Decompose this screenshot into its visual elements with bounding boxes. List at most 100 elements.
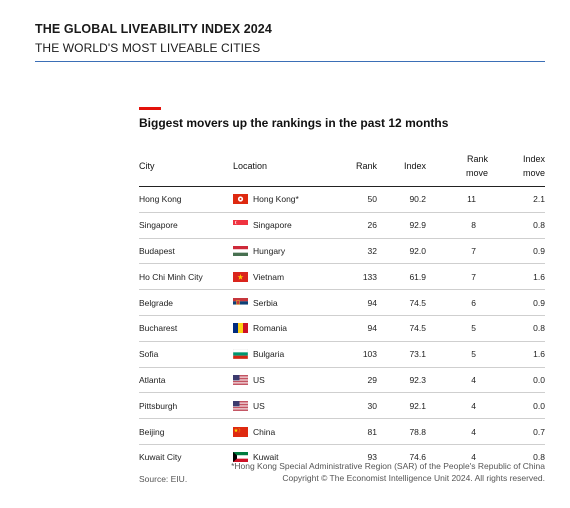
cell-rank: 30 <box>343 392 377 420</box>
cell-index-move: 0.7 <box>488 418 545 445</box>
header-divider <box>35 61 545 62</box>
location-label: Hungary <box>253 245 286 256</box>
page-subtitle: THE WORLD'S MOST LIVEABLE CITIES <box>35 41 261 55</box>
cell-rank: 50 <box>343 186 377 213</box>
cell-index-move: 0.8 <box>533 452 545 463</box>
location-wrap: Singapore <box>233 220 343 231</box>
cell-location: China <box>233 418 343 445</box>
table-row: Bucharest Romania 94 74.5 5 0.8 <box>139 315 545 342</box>
cell-location: Hong Kong* <box>233 186 343 213</box>
rank-move-value: 11 <box>467 194 476 205</box>
china-flag-icon <box>233 426 248 437</box>
cell-index-move: 1.6 <box>488 341 545 368</box>
col-header-rank-move-label: Rank move <box>465 154 488 178</box>
cell-rank-move: 7 <box>426 238 488 265</box>
cell-location: Kuwait <box>233 444 343 469</box>
rank-move-value: 7 <box>471 271 476 282</box>
vietnam-flag-icon <box>233 271 248 282</box>
cell-city: Budapest <box>139 238 233 265</box>
cell-index: 74.6 <box>409 452 426 463</box>
cell-city: Pittsburgh <box>139 392 233 420</box>
rank-move-value: 5 <box>471 349 476 360</box>
cell-rank-move: 4 <box>426 367 488 394</box>
cell-rank-move: 4 <box>426 392 488 420</box>
cell-city: Beijing <box>139 418 233 445</box>
table-row: Budapest Hungary 32 92.0 7 0.9 <box>139 238 545 265</box>
cell-rank-move: 5 <box>426 341 488 368</box>
location-label: Hong Kong* <box>253 194 299 205</box>
cell-index-move: 0.8 <box>488 212 545 239</box>
table-title: Biggest movers up the rankings in the pa… <box>139 116 449 130</box>
location-wrap: Romania <box>233 323 343 334</box>
table-row: Singapore Singapore 26 92.9 8 0.8 <box>139 212 545 239</box>
cell-rank: 81 <box>343 418 377 445</box>
cell-index: 73.1 <box>377 341 426 368</box>
location-wrap: Vietnam <box>233 271 343 282</box>
cell-index: 74.5 <box>377 315 426 342</box>
table-row: Kuwait City Kuwait 93 74.6 4 0.8 <box>139 444 545 469</box>
location-wrap: Bulgaria <box>233 349 343 360</box>
cell-city: Sofia <box>139 341 233 368</box>
cell-rank: 103 <box>343 341 377 368</box>
cell-city: Singapore <box>139 212 233 239</box>
cell-rank-move: 11 <box>426 186 488 213</box>
table-row: Atlanta US 29 92.3 4 0.0 <box>139 367 545 394</box>
hungary-flag-icon <box>233 245 248 256</box>
cell-rank: 93 <box>367 452 377 463</box>
cell-city: Kuwait City <box>139 452 182 463</box>
rank-move-value: 4 <box>471 374 476 385</box>
cell-index-move: 0.9 <box>488 238 545 265</box>
cell-location: Romania <box>233 315 343 342</box>
cell-index-move: 0.0 <box>488 367 545 394</box>
col-header-rank-move: Rank move <box>426 146 488 187</box>
cell-rank-move: 4 <box>426 444 488 469</box>
serbia-flag-icon <box>233 297 248 308</box>
cell-index-move: 1.6 <box>488 263 545 291</box>
cell-rank-move: 5 <box>426 315 488 342</box>
cell-location: US <box>233 392 343 420</box>
cell-city: Hong Kong <box>139 186 233 213</box>
col-header-index: Index <box>403 161 426 171</box>
cell-rank: 32 <box>343 238 377 265</box>
singapore-flag-icon <box>233 220 248 231</box>
cell-location: Singapore <box>233 212 343 239</box>
source-note: Source: EIU. <box>139 474 188 484</box>
rank-move-value: 4 <box>471 400 476 411</box>
table-header-row: City Location Rank Index Rank move Index… <box>139 146 545 187</box>
location-label: Serbia <box>253 297 278 308</box>
cell-index: 78.8 <box>377 418 426 445</box>
copyright-note: Copyright © The Economist Intelligence U… <box>282 473 545 483</box>
cell-index: 61.9 <box>377 263 426 291</box>
cell-index: 92.1 <box>377 392 426 420</box>
cell-rank: 29 <box>343 367 377 394</box>
cell-index-move: 0.0 <box>488 392 545 420</box>
cell-rank: 94 <box>343 315 377 342</box>
location-wrap: US <box>233 400 343 411</box>
cell-city: Ho Chi Minh City <box>139 263 233 291</box>
cell-rank-move: 7 <box>426 263 488 291</box>
location-wrap: Hong Kong* <box>233 194 343 205</box>
cell-index: 90.2 <box>377 186 426 213</box>
rank-move-value: 4 <box>471 452 476 463</box>
cell-index-move: 0.9 <box>488 289 545 316</box>
location-wrap: US <box>233 374 343 385</box>
table-row: Ho Chi Minh City Vietnam 133 61.9 7 1.6 <box>139 263 545 291</box>
location-wrap: Serbia <box>233 297 343 308</box>
location-wrap: Kuwait <box>233 452 343 463</box>
location-label: Bulgaria <box>253 349 285 360</box>
kuwait-flag-icon <box>233 452 248 463</box>
accent-tag <box>139 107 161 110</box>
col-header-city: City <box>139 161 155 171</box>
location-label: China <box>253 426 276 437</box>
location-wrap: Hungary <box>233 245 343 256</box>
cell-location: Vietnam <box>233 263 343 291</box>
movers-table: City Location Rank Index Rank move Index… <box>139 146 545 470</box>
us-flag-icon <box>233 400 248 411</box>
cell-location: Hungary <box>233 238 343 265</box>
location-label: US <box>253 374 265 385</box>
cell-index: 92.3 <box>377 367 426 394</box>
table-row: Beijing China 81 78.8 4 0.7 <box>139 418 545 445</box>
rank-move-value: 4 <box>471 426 476 437</box>
location-label: Singapore <box>253 220 292 231</box>
cell-rank: 26 <box>343 212 377 239</box>
